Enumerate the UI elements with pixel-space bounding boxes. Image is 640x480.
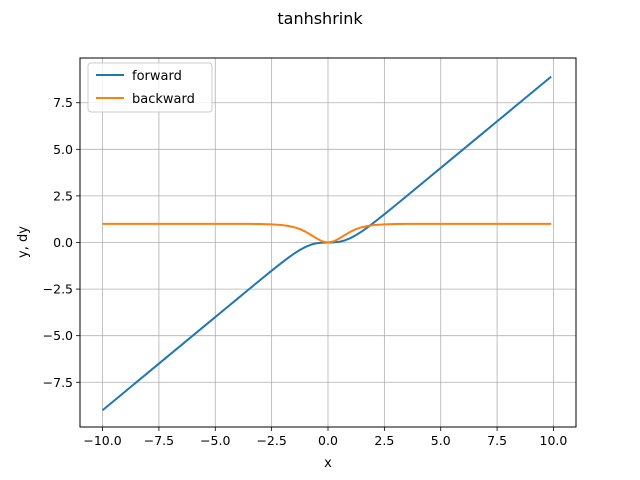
series-line-backward	[102, 222, 552, 244]
series-line-forward	[101, 75, 552, 412]
y-tick-label: 2.5	[53, 188, 73, 203]
x-tick-label: 10.0	[540, 433, 568, 448]
x-tick-label: 2.5	[374, 433, 394, 448]
y-tick-label: −7.5	[43, 375, 73, 390]
x-tick-label: −10.0	[83, 433, 121, 448]
y-axis-label: y, dy	[16, 226, 31, 258]
plot-series	[101, 75, 552, 412]
y-tick-label: 5.0	[53, 142, 73, 157]
x-tick-label: −5.0	[200, 433, 230, 448]
x-tick-label: 5.0	[431, 433, 451, 448]
legend-label-forward: forward	[132, 69, 182, 84]
legend-label-backward: backward	[132, 92, 195, 107]
y-tick-label: 0.0	[53, 235, 73, 250]
x-tick-label: 0.0	[318, 433, 338, 448]
axis-ticks: −10.0 −7.5 −5.0 −2.5 0.0 2.5 5.0 7.5 10.0 −7.5 −5.…	[43, 95, 568, 448]
y-tick-label: 7.5	[53, 95, 73, 110]
y-tick-label: −2.5	[43, 282, 73, 297]
legend: forward backward	[87, 62, 213, 113]
x-tick-label: −2.5	[256, 433, 286, 448]
chart-title: tanhshrink	[277, 9, 363, 28]
x-tick-label: 7.5	[487, 433, 507, 448]
x-axis-label: x	[324, 456, 332, 471]
x-tick-label: −7.5	[144, 433, 174, 448]
y-tick-label: −5.0	[43, 328, 73, 343]
